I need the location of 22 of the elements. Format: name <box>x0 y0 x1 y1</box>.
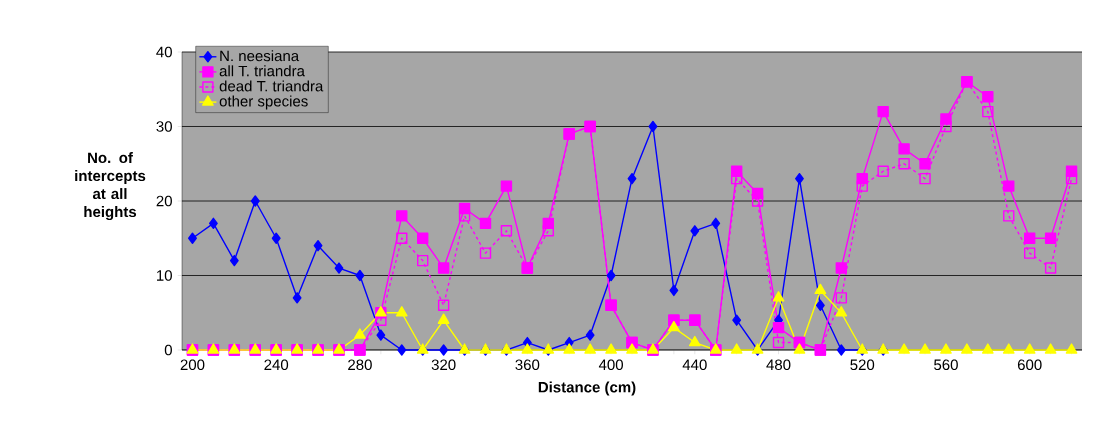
y-tick-label: 0 <box>164 344 172 356</box>
legend-label: other species <box>219 95 308 110</box>
x-tick-label: 440 <box>682 359 707 371</box>
y-tick-label: 10 <box>157 270 172 281</box>
legend-label: N. neesiana <box>220 50 300 62</box>
x-tick-label: 560 <box>934 359 958 371</box>
x-tick-label: 480 <box>766 359 791 371</box>
x-tick-label: 240 <box>264 359 289 371</box>
y-tick-label: 20 <box>156 195 172 207</box>
x-axis-title: Distance (cm) <box>538 381 636 396</box>
x-tick-label: 200 <box>180 359 205 371</box>
legend-label: all T. triandra <box>219 65 305 77</box>
legend-label: dead T. triandra <box>219 80 324 92</box>
x-tick-label: 600 <box>1017 359 1042 371</box>
x-tick-label: 320 <box>431 359 456 371</box>
y-tick-label: 30 <box>156 121 172 132</box>
x-tick-label: 360 <box>515 359 540 371</box>
x-tick-label: 520 <box>850 359 875 371</box>
y-axis-title: No. of intercepts at all heights <box>75 152 146 221</box>
x-tick-label: 400 <box>598 359 623 371</box>
y-tick-label: 40 <box>156 46 172 58</box>
x-tick-label: 280 <box>348 359 372 371</box>
